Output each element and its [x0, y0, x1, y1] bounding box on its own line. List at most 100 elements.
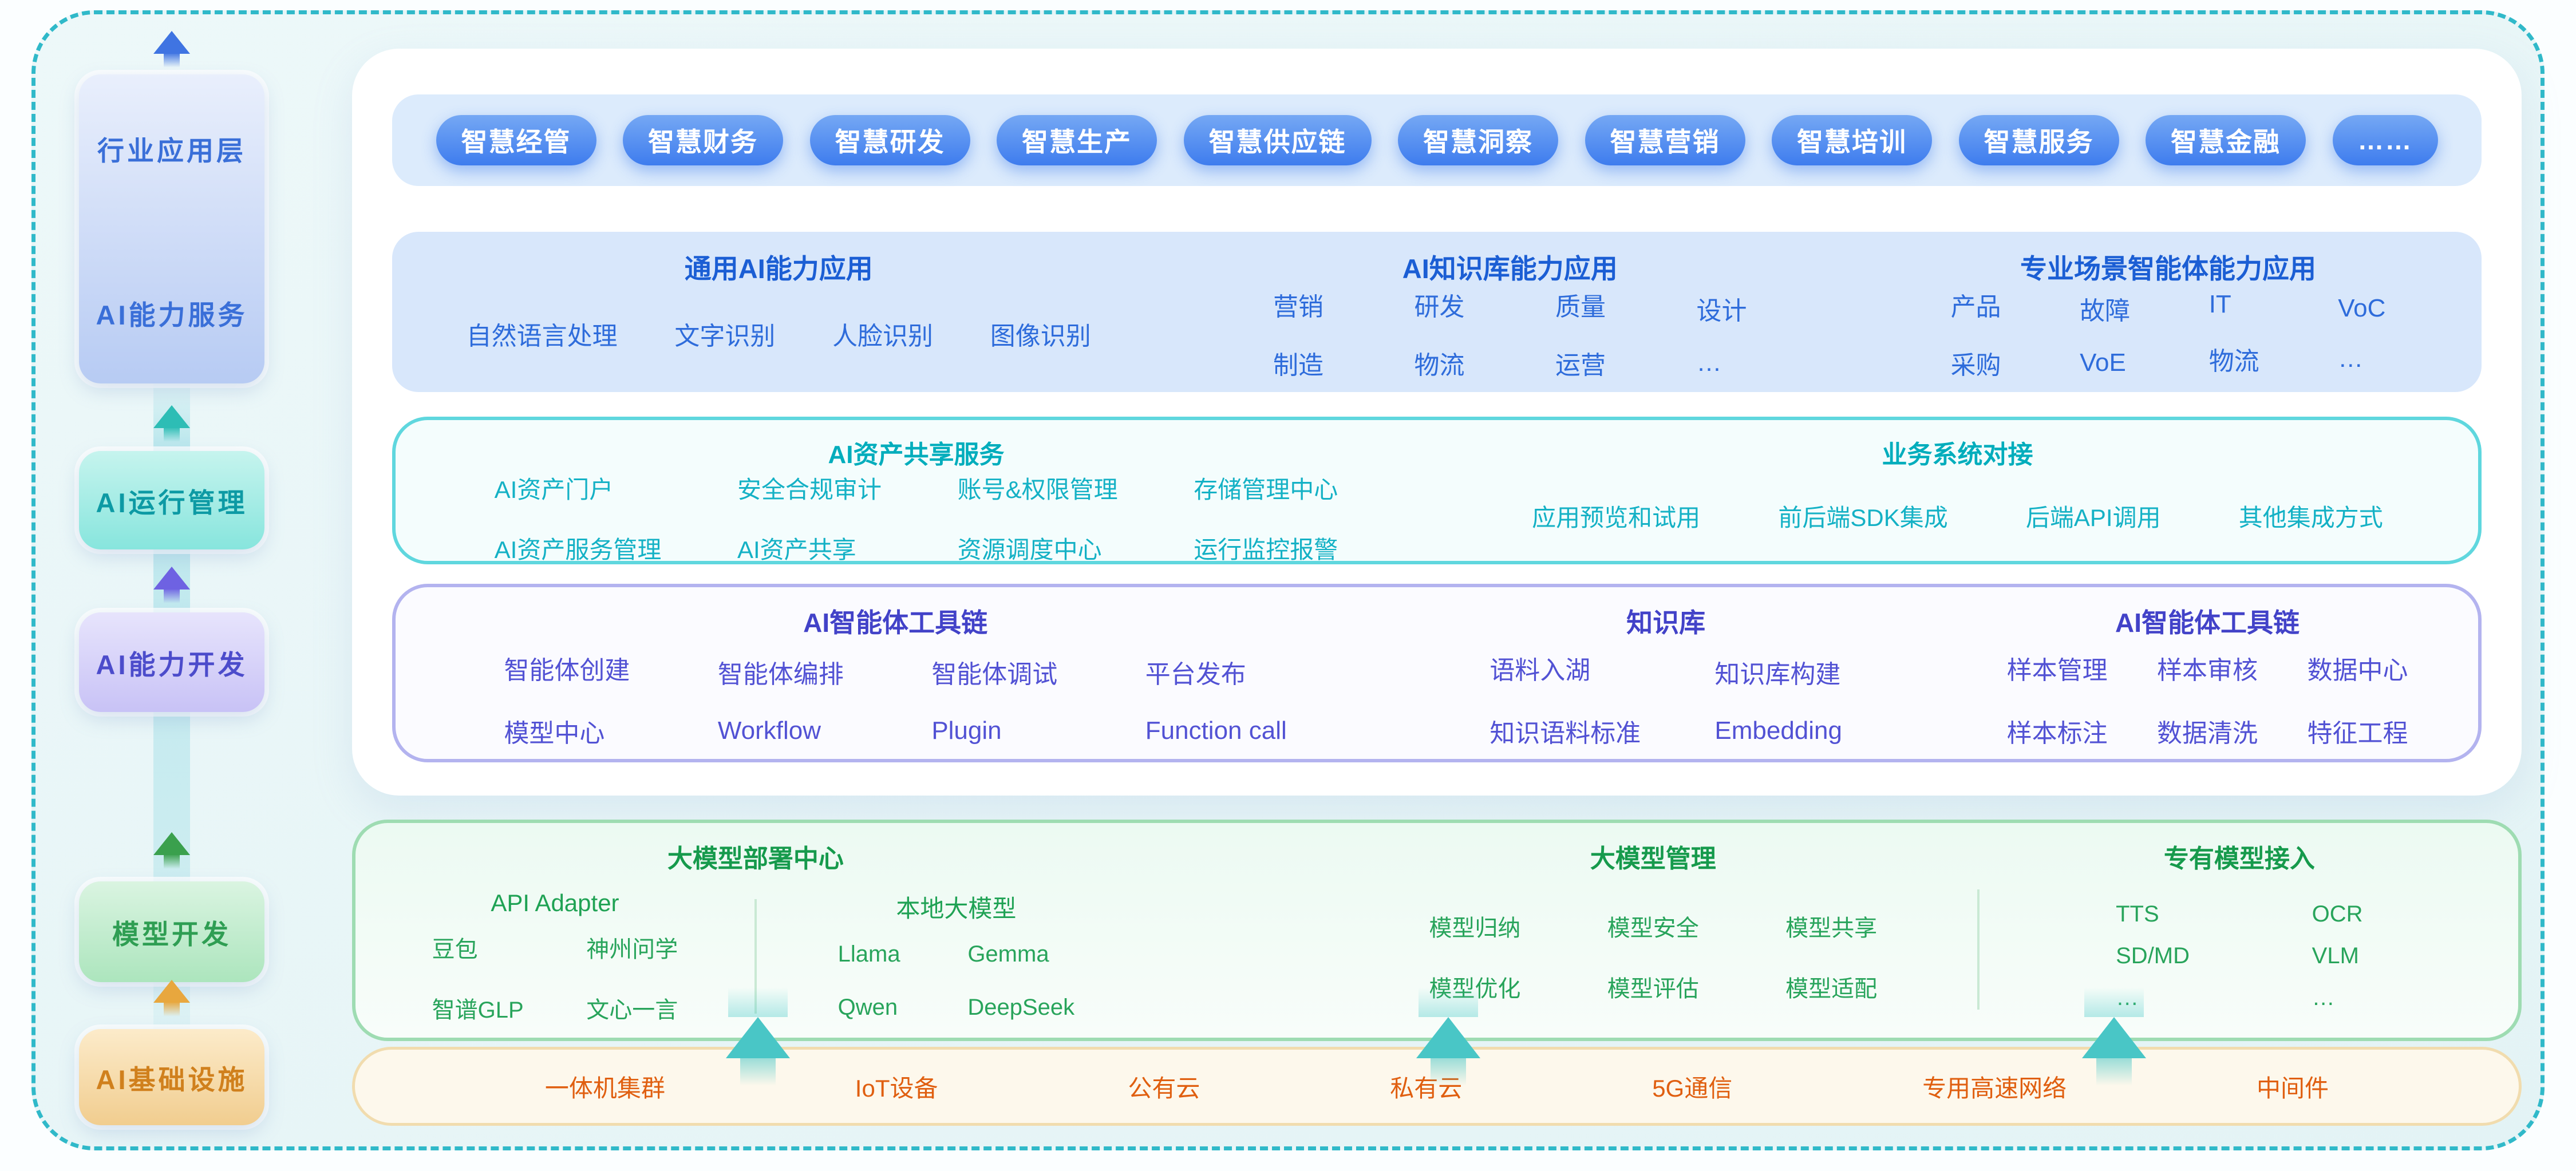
vertical-divider — [754, 899, 757, 1014]
model-item: OCR — [2312, 901, 2363, 927]
cap-item: 图像识别 — [990, 322, 1091, 350]
agent-item: 平台发布 — [1145, 660, 1246, 689]
asset-item: 安全合规审计 — [737, 476, 882, 503]
asset-item: 存储管理中心 — [1194, 476, 1338, 503]
infra-item: 5G通信 — [1652, 1074, 1733, 1102]
cap-item: IT — [2208, 290, 2231, 318]
cap-item: 产品 — [1950, 293, 2001, 321]
app-pill: 智慧经管 — [436, 115, 596, 165]
up-arrow-icon — [1408, 987, 1488, 1088]
local-model-subgroup: 本地大模型 Llama Qwen Gemma DeepSeek — [757, 875, 1156, 1038]
cap-item: … — [2338, 345, 2364, 373]
cap-item: 文字识别 — [674, 322, 776, 350]
agent-item: 数据中心 — [2307, 656, 2408, 685]
section-title: AI知识库能力应用 — [1402, 254, 1618, 284]
asset-item: AI资产门户 — [494, 476, 614, 503]
model-item: 模型归纳 — [1429, 915, 1521, 941]
infra-item: IoT设备 — [855, 1074, 938, 1102]
agent-item: Workflow — [717, 717, 821, 745]
agent-item: 模型中心 — [504, 719, 605, 747]
layer-box-development: AI能力开发 — [79, 612, 264, 712]
agent-item: 智能体创建 — [504, 656, 630, 685]
section-general-ai: 通用AI能力应用 自然语言处理 文字识别 人脸识别 图像识别 — [392, 247, 1165, 381]
business-integration-group: 业务系统对接 应用预览和试用 前后端SDK集成 后端API调用 其他集成方式 — [1437, 420, 2478, 561]
large-model-card: 大模型部署中心 API Adapter 豆包 智谱GLP 神州问学 文心一言 — [352, 820, 2522, 1041]
app-pill: 智慧生产 — [997, 115, 1157, 165]
agent-item: Function call — [1145, 717, 1287, 745]
layer-sidebar: 行业应用层 AI能力服务 AI运行管理 AI能力开发 模型开发 AI基础设施 — [69, 23, 275, 1145]
agent-item: 样本标注 — [2006, 719, 2108, 747]
model-item: VLM — [2312, 943, 2359, 968]
model-item: … — [2116, 985, 2139, 1011]
up-arrow-icon — [2074, 987, 2154, 1088]
asset-item: AI资产共享 — [737, 536, 856, 563]
cap-item: 采购 — [1950, 351, 2001, 379]
cap-item: 物流 — [2208, 347, 2259, 375]
layer-label: 行业应用层 — [97, 136, 246, 166]
model-item: 模型共享 — [1785, 915, 1878, 941]
cap-item: 故障 — [2080, 297, 2131, 325]
cap-item: 制造 — [1273, 351, 1323, 379]
agent-item: 智能体编排 — [717, 660, 844, 689]
layer-box-infrastructure: AI基础设施 — [79, 1029, 264, 1125]
agent-item: Plugin — [931, 717, 1002, 745]
cap-item: 运营 — [1555, 351, 1606, 379]
cap-item: … — [1696, 349, 1722, 377]
asset-sharing-group: AI资产共享服务 AI资产门户 AI资产服务管理 安全合规审计 AI资产共享 账… — [396, 420, 1437, 563]
group-title: 大模型部署中心 — [667, 845, 844, 873]
up-arrow-icon — [150, 31, 193, 68]
model-deploy-group: 大模型部署中心 API Adapter 豆包 智谱GLP 神州问学 文心一言 — [355, 838, 1156, 1038]
ai-capability-row: 通用AI能力应用 自然语言处理 文字识别 人脸识别 图像识别 AI知识库能力应用… — [392, 232, 2482, 392]
cap-item: VoC — [2338, 294, 2386, 322]
app-pill: 智慧研发 — [809, 115, 970, 165]
agent-item: 知识库构建 — [1714, 660, 1841, 689]
section-title: 通用AI能力应用 — [684, 254, 873, 284]
up-arrow-icon — [718, 987, 798, 1088]
model-item: TTS — [2116, 901, 2159, 927]
app-pill: 智慧供应链 — [1183, 115, 1372, 165]
model-item: 神州问学 — [586, 936, 678, 962]
group-title: 知识库 — [1626, 608, 1706, 638]
asset-item: 其他集成方式 — [2238, 504, 2383, 531]
group-title: AI智能体工具链 — [2115, 608, 2300, 638]
agent-item: 知识语料标准 — [1490, 719, 1641, 747]
private-model-group: 专有模型接入 TTS SD/MD … OCR VLM … — [1980, 838, 2499, 1038]
app-pill: 智慧培训 — [1772, 115, 1932, 165]
asset-item: 账号&权限管理 — [957, 476, 1118, 503]
group-title: AI智能体工具链 — [803, 608, 988, 638]
up-arrow-icon — [150, 567, 193, 603]
asset-item: 后端API调用 — [2025, 504, 2161, 531]
asset-item: 应用预览和试用 — [1532, 504, 1701, 531]
group-title: AI资产共享服务 — [828, 441, 1005, 469]
subgroup-title: API Adapter — [491, 889, 619, 916]
asset-item: 前后端SDK集成 — [1778, 504, 1948, 531]
layer-label: AI能力服务 — [96, 300, 248, 330]
layer-label: AI能力开发 — [96, 649, 248, 680]
model-item: 模型优化 — [1429, 970, 1520, 1003]
group-title: 大模型管理 — [1590, 845, 1716, 873]
knowledge-base-group: 知识库 语料入湖 知识语料标准 知识库构建 Embedding — [1395, 602, 1937, 759]
infra-item: 一体机集群 — [544, 1074, 665, 1102]
agent-item: 特征工程 — [2307, 719, 2408, 747]
infra-item: 专用高速网络 — [1922, 1074, 2067, 1102]
section-agent-scenarios: 专业场景智能体能力应用 产品 采购 故障 VoE IT 物流 VoC … — [1855, 247, 2482, 381]
cap-item: 人脸识别 — [832, 322, 934, 350]
model-manage-group: 大模型管理 模型归纳 模型优化 模型安全 模型评估 模型共享 模型适配 — [1329, 838, 1977, 1038]
section-title: 专业场景智能体能力应用 — [2020, 254, 2316, 284]
model-item: 文心一言 — [586, 997, 678, 1023]
model-item: Qwen — [837, 995, 898, 1020]
cap-item: 质量 — [1555, 293, 1606, 321]
layer-box-application: 行业应用层 AI能力服务 — [79, 74, 264, 383]
vertical-divider — [1977, 889, 1980, 1010]
layer-label: AI基础设施 — [96, 1064, 248, 1095]
up-arrow-icon — [150, 832, 193, 869]
layer-box-runtime: AI运行管理 — [79, 451, 264, 549]
layer-label: 模型开发 — [112, 919, 231, 950]
model-item: 智谱GLP — [432, 997, 524, 1023]
cap-item: 自然语言处理 — [466, 322, 618, 350]
up-arrow-icon — [150, 980, 193, 1016]
layer-label: AI运行管理 — [96, 487, 248, 518]
model-item: DeepSeek — [967, 995, 1075, 1020]
app-pill: 智慧金融 — [2146, 115, 2306, 165]
app-pill: 智慧洞察 — [1398, 115, 1558, 165]
